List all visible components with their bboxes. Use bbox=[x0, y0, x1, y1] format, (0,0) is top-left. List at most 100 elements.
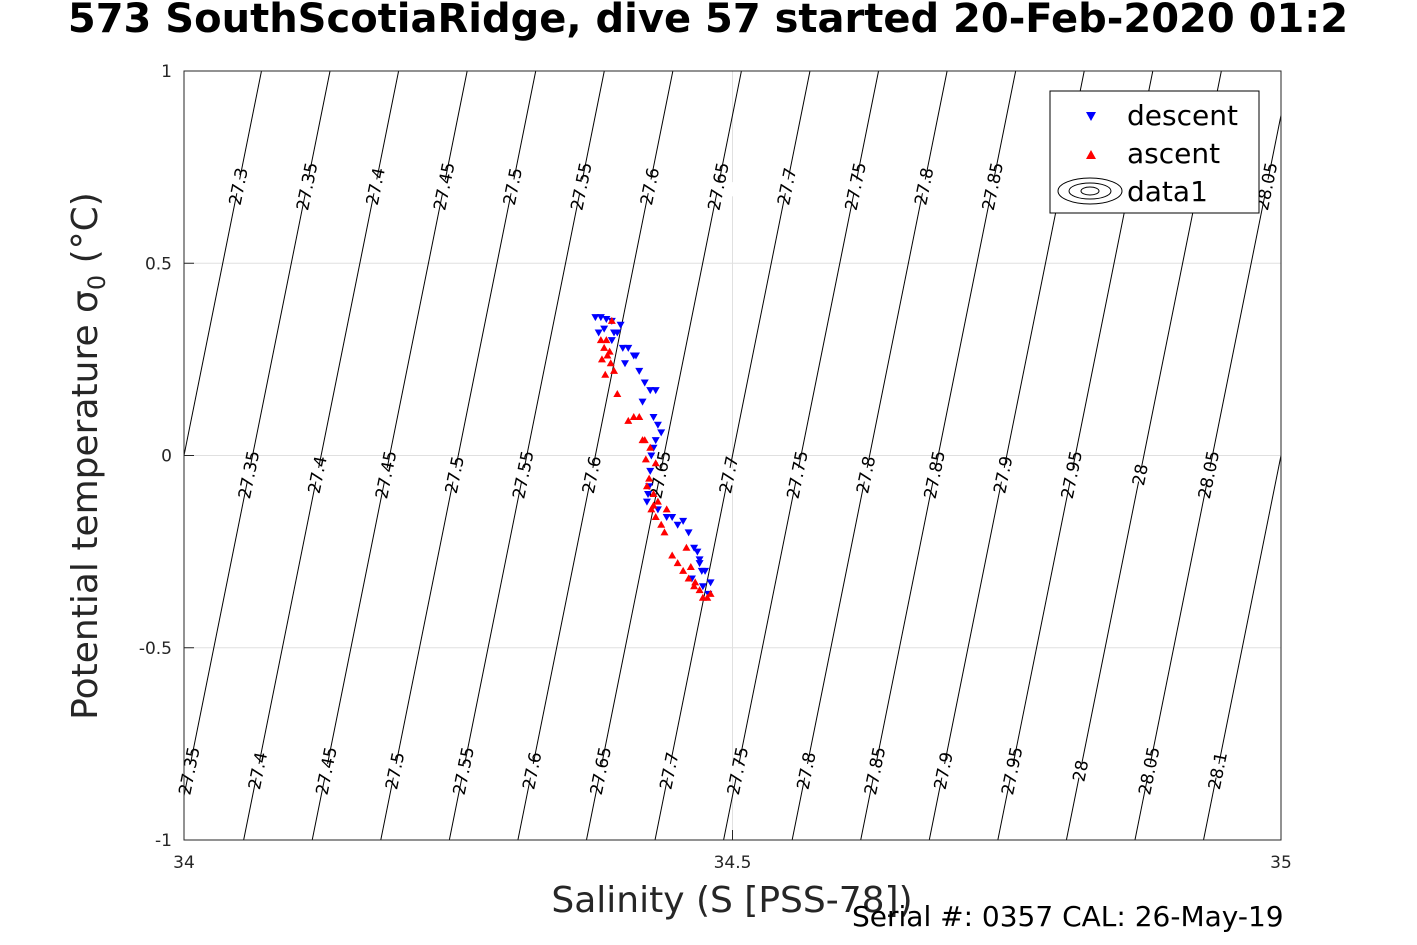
y-tick-label: -0.5 bbox=[139, 639, 172, 659]
contour-label-gap bbox=[969, 175, 1016, 198]
ascent-marker bbox=[703, 593, 712, 601]
descent-marker bbox=[651, 437, 660, 445]
descent-marker bbox=[653, 421, 662, 429]
data-points bbox=[591, 314, 715, 601]
chart-title: 573 SouthScotiaRidge, dive 57 started 20… bbox=[67, 0, 1349, 42]
contour-label-gap bbox=[988, 759, 1035, 782]
ascent-marker bbox=[597, 355, 606, 363]
descent-marker bbox=[673, 521, 682, 529]
descent-marker bbox=[638, 398, 647, 406]
x-tick-label: 34 bbox=[173, 853, 195, 873]
descent-marker bbox=[602, 316, 611, 324]
contour-label-gap bbox=[1194, 759, 1241, 782]
contour-label-gap bbox=[499, 463, 546, 486]
ascent-marker bbox=[649, 489, 658, 497]
descent-marker bbox=[594, 329, 603, 337]
ascent-marker bbox=[624, 416, 633, 424]
isopycnal-line bbox=[448, 71, 605, 840]
isopycnal-line bbox=[585, 71, 742, 840]
contour-label-gap bbox=[900, 175, 947, 198]
contour-label-gap bbox=[568, 463, 615, 486]
ascent-marker bbox=[695, 586, 704, 594]
ascent-marker bbox=[638, 436, 647, 444]
descent-marker bbox=[646, 387, 655, 395]
ascent-marker bbox=[653, 497, 662, 505]
density-contour-labels: 27.3 27.35 27.4 27.45 27.5 27.55 27.6 27.65 27.7… bbox=[166, 161, 1290, 797]
descent-marker bbox=[596, 314, 605, 322]
contour-label-gap bbox=[1048, 463, 1095, 486]
contour-label-gap bbox=[362, 463, 409, 486]
ascent-marker bbox=[600, 343, 609, 351]
descent-marker bbox=[591, 314, 600, 322]
contour-label-gap bbox=[508, 759, 555, 782]
y-axis-label: Potential temperature σ0 (°C) bbox=[65, 192, 111, 720]
contour-label-gap bbox=[420, 175, 467, 198]
contour-label-gap bbox=[215, 175, 262, 198]
descent-marker bbox=[698, 583, 707, 591]
descent-marker bbox=[679, 517, 688, 525]
legend-descent-label: descent bbox=[1127, 99, 1238, 132]
descent-marker bbox=[616, 321, 625, 329]
contour-label-gap bbox=[774, 463, 821, 486]
y-tick-label: 0 bbox=[161, 447, 172, 467]
contour-label-gap bbox=[763, 175, 810, 198]
x-axis-label: Salinity (S [PSS-78]) bbox=[551, 880, 913, 921]
ascent-marker bbox=[668, 551, 677, 559]
contour-label-gap bbox=[714, 759, 761, 782]
legend-box bbox=[1049, 90, 1260, 214]
y-tick-label: 1 bbox=[161, 62, 172, 82]
contour-label-gap bbox=[1117, 463, 1163, 486]
y-tick-label: -1 bbox=[155, 831, 172, 851]
ascent-marker bbox=[605, 347, 614, 355]
descent-marker bbox=[706, 579, 715, 587]
descent-marker bbox=[613, 329, 622, 337]
descent-marker bbox=[620, 360, 629, 368]
contour-label-gap bbox=[558, 175, 604, 198]
contour-label-gap bbox=[646, 759, 692, 782]
descent-marker bbox=[631, 352, 640, 360]
descent-marker bbox=[697, 567, 706, 575]
axis-ticks: 34 34.5 35 -1 -0.5 0 0.5 1 bbox=[139, 62, 1292, 873]
descent-marker bbox=[649, 414, 658, 422]
serial-calibration-note: Serial #: 0357 CAL: 26-May-19 bbox=[852, 900, 1284, 933]
contour-label-gap bbox=[234, 759, 281, 782]
contour-label-gap bbox=[1057, 759, 1104, 782]
contour-label-gap bbox=[283, 175, 330, 198]
isopycnal-line bbox=[243, 71, 400, 840]
contour-label: 28 bbox=[1069, 758, 1093, 783]
contour-label-gap bbox=[920, 759, 967, 782]
ascent-marker bbox=[642, 482, 651, 490]
ascent-marker bbox=[686, 563, 695, 571]
ascent-marker bbox=[690, 582, 699, 590]
isopycnal-line bbox=[380, 71, 537, 840]
ascent-marker bbox=[641, 455, 650, 463]
ascent-marker bbox=[629, 413, 638, 421]
isopycnal-line bbox=[654, 71, 811, 840]
ascent-marker bbox=[682, 543, 691, 551]
contour-label: 28 bbox=[1129, 462, 1153, 487]
descent-marker bbox=[600, 325, 609, 333]
contour-label-gap bbox=[1125, 759, 1172, 782]
isopycnal-line bbox=[791, 71, 948, 840]
ascent-marker bbox=[607, 316, 616, 324]
descent-marker bbox=[684, 529, 693, 537]
ascent-marker bbox=[645, 474, 654, 482]
contour-label-gap bbox=[705, 463, 752, 486]
ascent-marker bbox=[691, 578, 700, 586]
descent-marker bbox=[662, 514, 671, 522]
isopycnal-line bbox=[311, 71, 468, 840]
contour-label-gap bbox=[225, 463, 272, 486]
isopycnal-line bbox=[184, 71, 262, 459]
ascent-marker bbox=[610, 366, 619, 374]
ascent-marker bbox=[596, 336, 605, 344]
contour-label-gap bbox=[303, 759, 350, 782]
legend-descent-marker bbox=[1086, 112, 1096, 121]
y-axis-label-unit: (°C) bbox=[64, 192, 106, 275]
descent-marker bbox=[640, 379, 649, 387]
legend-data1-label: data1 bbox=[1127, 175, 1208, 208]
ascent-marker bbox=[646, 443, 655, 451]
contour-label-gap bbox=[431, 463, 478, 486]
descent-marker bbox=[690, 544, 699, 552]
isopycnal-line bbox=[723, 71, 880, 840]
